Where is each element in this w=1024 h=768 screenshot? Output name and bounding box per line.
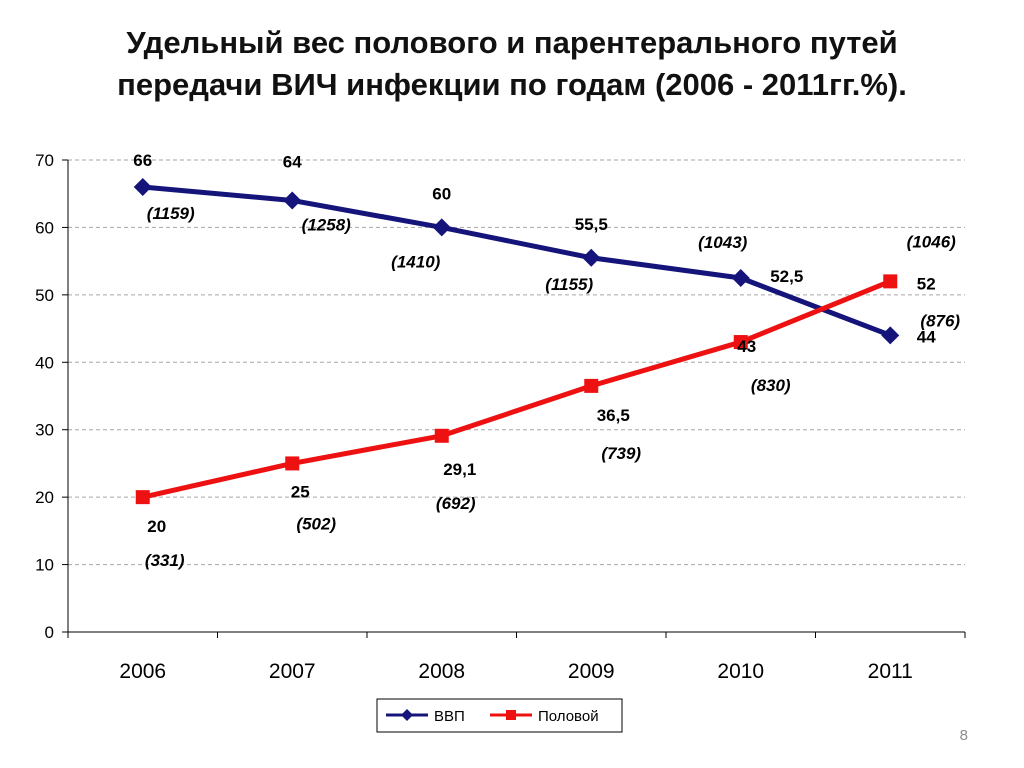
- legend-marker-polovoy: [506, 710, 516, 720]
- data-point-polovoy: [883, 274, 898, 289]
- y-tick-label: 70: [35, 151, 54, 170]
- x-tick-label: 2010: [717, 660, 764, 683]
- title-line-2: передачи ВИЧ инфекции по годам (2006 - 2…: [117, 67, 907, 102]
- data-point-vvp: [881, 326, 900, 345]
- count-label-polovoy: (876): [920, 311, 960, 330]
- data-label-vvp: 66: [133, 151, 152, 170]
- x-tick-label: 2006: [119, 660, 166, 683]
- data-point-vvp: [133, 177, 152, 196]
- count-label-vvp: (1258): [302, 215, 351, 234]
- series-line-polovoy: [142, 279, 892, 500]
- data-label-polovoy: 52: [917, 274, 936, 293]
- data-label-vvp: 60: [432, 184, 451, 203]
- data-point-vvp: [432, 218, 451, 237]
- count-label-polovoy: (502): [296, 514, 336, 533]
- data-label-vvp: 52,5: [770, 267, 803, 286]
- data-point-polovoy: [135, 490, 150, 505]
- data-label-polovoy: 36,5: [597, 406, 630, 425]
- series-line-vvp: [142, 184, 892, 338]
- count-label-vvp: (1046): [907, 232, 956, 251]
- count-label-polovoy: (830): [751, 376, 791, 395]
- data-point-vvp: [731, 269, 750, 287]
- count-label-vvp: (1159): [147, 204, 195, 223]
- page-title: Удельный вес полового и парентерального …: [0, 22, 1024, 106]
- data-point-polovoy: [434, 428, 449, 443]
- data-point-polovoy: [584, 378, 599, 393]
- data-point-polovoy: [733, 335, 748, 350]
- data-label-polovoy: 43: [737, 337, 756, 356]
- y-tick-label: 60: [35, 218, 54, 237]
- x-tick-label: 2008: [418, 660, 465, 683]
- y-tick-label: 0: [45, 623, 54, 642]
- data-label-vvp: 55,5: [575, 215, 608, 234]
- data-label-polovoy: 20: [147, 517, 166, 536]
- count-label-polovoy: (739): [601, 444, 641, 463]
- legend-label-vvp: ВВП: [434, 708, 465, 725]
- legend-label-polovoy: Половой: [538, 708, 599, 725]
- data-label-vvp: 64: [283, 152, 302, 171]
- count-label-vvp: (1410): [391, 252, 440, 271]
- y-tick-label: 20: [35, 488, 54, 507]
- y-tick-label: 50: [35, 286, 54, 305]
- y-tick-label: 10: [35, 556, 54, 575]
- x-tick-label: 2011: [868, 660, 913, 683]
- legend-marker-vvp: [401, 709, 413, 721]
- data-label-vvp: 44: [917, 327, 936, 346]
- count-label-polovoy: (692): [436, 494, 476, 513]
- count-label-polovoy: (331): [145, 551, 185, 570]
- data-label-polovoy: 25: [291, 482, 310, 501]
- data-point-polovoy: [285, 456, 300, 471]
- y-tick-label: 30: [35, 421, 54, 440]
- title-line-1: Удельный вес полового и парентерального …: [126, 25, 898, 60]
- x-tick-label: 2009: [568, 660, 615, 683]
- page-number: 8: [959, 727, 968, 744]
- y-tick-label: 40: [35, 353, 54, 372]
- data-point-vvp: [582, 248, 601, 267]
- count-label-vvp: (1155): [545, 275, 593, 294]
- x-tick-label: 2007: [269, 660, 316, 683]
- data-point-vvp: [283, 191, 302, 210]
- data-label-polovoy: 29,1: [443, 460, 476, 479]
- count-label-vvp: (1043): [698, 233, 747, 252]
